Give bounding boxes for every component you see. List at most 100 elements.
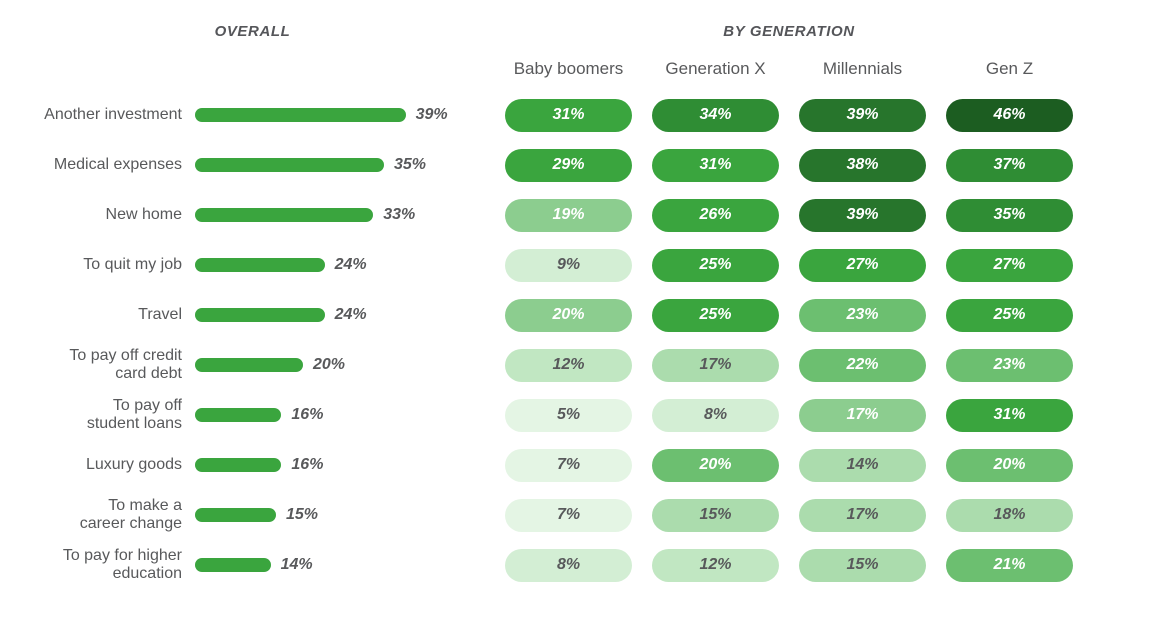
- generation-cell: 5%: [505, 398, 632, 432]
- overall-bar: [195, 408, 282, 422]
- overall-bar: [195, 508, 276, 522]
- generation-header: Millennials: [822, 59, 903, 78]
- generation-cell: 14%: [799, 448, 926, 482]
- generation-cell: 12%: [652, 548, 779, 582]
- generation-cell-wrap: 8%: [642, 398, 789, 432]
- overall-value: 24%: [334, 256, 367, 273]
- generation-cell-wrap: 20%: [495, 298, 642, 332]
- generation-cell: 39%: [799, 98, 926, 132]
- generation-cell-wrap: 12%: [495, 348, 642, 382]
- generation-cell: 29%: [505, 148, 632, 182]
- generation-cell: 19%: [505, 198, 632, 232]
- category-label: To make a career change: [79, 497, 182, 532]
- generation-cell-wrap: 17%: [789, 498, 936, 532]
- generation-header: Gen Z: [985, 59, 1034, 78]
- generation-cells: 8% 12% 15% 21%: [495, 548, 1083, 582]
- category-label: Travel: [138, 306, 182, 323]
- overall-bar-cell: 33%: [195, 206, 475, 224]
- generation-cells: 19% 26% 39% 35%: [495, 198, 1083, 232]
- chart-row: To pay for higher education 14% 8% 12% 15% 21…: [0, 540, 1160, 590]
- category-label: To quit my job: [83, 256, 182, 273]
- generation-cell: 17%: [652, 348, 779, 382]
- generation-cell: 39%: [799, 198, 926, 232]
- generation-cell-wrap: 25%: [936, 298, 1083, 332]
- generation-cell: 35%: [946, 198, 1073, 232]
- generation-cell-wrap: 15%: [789, 548, 936, 582]
- generation-cell: 7%: [505, 498, 632, 532]
- generation-cells: 5% 8% 17% 31%: [495, 398, 1083, 432]
- generation-cell: 25%: [652, 248, 779, 282]
- generation-cell: 23%: [946, 348, 1073, 382]
- generation-cell: 26%: [652, 198, 779, 232]
- generation-header: Generation X: [665, 59, 766, 78]
- chart-row: New home 33% 19% 26% 39% 35%: [0, 190, 1160, 240]
- chart-row: To make a career change 15% 7% 15% 17% 18%: [0, 490, 1160, 540]
- generation-cell: 9%: [505, 248, 632, 282]
- overall-value: 15%: [286, 506, 319, 523]
- generation-cell: 8%: [652, 398, 779, 432]
- generation-cell-wrap: 31%: [642, 148, 789, 182]
- generation-cells: 20% 25% 23% 25%: [495, 298, 1083, 332]
- overall-title: OVERALL: [214, 22, 291, 40]
- overall-bar-cell: 35%: [195, 156, 475, 174]
- generation-cell-wrap: 26%: [642, 198, 789, 232]
- generation-cell: 25%: [946, 298, 1073, 332]
- category-label: To pay for higher education: [62, 547, 182, 582]
- generation-cell-wrap: 25%: [642, 298, 789, 332]
- overall-value: 16%: [291, 456, 324, 473]
- section-titles: OVERALL BY GENERATION: [0, 14, 1160, 48]
- by-generation-title: BY GENERATION: [723, 22, 855, 40]
- generation-cell-wrap: 46%: [936, 98, 1083, 132]
- generation-cell-wrap: 23%: [936, 348, 1083, 382]
- generation-cell-wrap: 8%: [495, 548, 642, 582]
- generation-cell: 20%: [946, 448, 1073, 482]
- chart-row: To pay off credit card debt 20% 12% 17% 22% 2…: [0, 340, 1160, 390]
- overall-value: 14%: [280, 556, 313, 573]
- generation-cell: 8%: [505, 548, 632, 582]
- overall-bar: [195, 208, 374, 222]
- generation-cell: 15%: [652, 498, 779, 532]
- generation-cell-wrap: 37%: [936, 148, 1083, 182]
- chart-row: Travel 24% 20% 25% 23% 25%: [0, 290, 1160, 340]
- overall-bar-cell: 16%: [195, 406, 475, 424]
- generation-cell-wrap: 7%: [495, 448, 642, 482]
- generation-cell-wrap: 29%: [495, 148, 642, 182]
- overall-bar-cell: 24%: [195, 306, 475, 324]
- generation-cell: 27%: [799, 248, 926, 282]
- category-label: To pay off credit card debt: [69, 347, 182, 382]
- generation-cell-wrap: 23%: [789, 298, 936, 332]
- overall-value: 35%: [394, 156, 427, 173]
- overall-bar-cell: 14%: [195, 556, 475, 574]
- generation-cell-wrap: 22%: [789, 348, 936, 382]
- overall-value: 16%: [291, 406, 324, 423]
- generation-cell: 20%: [652, 448, 779, 482]
- generation-cell: 31%: [652, 148, 779, 182]
- generation-cell-wrap: 27%: [936, 248, 1083, 282]
- generation-cell: 25%: [652, 298, 779, 332]
- chart-row: Another investment 39% 31% 34% 39% 46%: [0, 90, 1160, 140]
- generation-cell: 21%: [946, 548, 1073, 582]
- category-label: To pay off student loans: [86, 397, 182, 432]
- overall-bar-cell: 39%: [195, 106, 475, 124]
- generation-cell-wrap: 9%: [495, 248, 642, 282]
- overall-bar-cell: 16%: [195, 456, 475, 474]
- generation-headers: Baby boomers Generation X Millennials Gen Z: [495, 59, 1083, 79]
- generation-cells: 31% 34% 39% 46%: [495, 98, 1083, 132]
- generation-cell-wrap: 5%: [495, 398, 642, 432]
- generation-cell: 18%: [946, 498, 1073, 532]
- generation-cell-wrap: 27%: [789, 248, 936, 282]
- generation-header: Baby boomers: [513, 59, 624, 78]
- generation-cell-wrap: 35%: [936, 198, 1083, 232]
- generation-cells: 7% 20% 14% 20%: [495, 448, 1083, 482]
- overall-bar: [195, 158, 384, 172]
- generation-cell: 23%: [799, 298, 926, 332]
- generation-cell: 17%: [799, 398, 926, 432]
- generation-cell-wrap: 38%: [789, 148, 936, 182]
- overall-value: 33%: [383, 206, 416, 223]
- generation-cell-wrap: 19%: [495, 198, 642, 232]
- generation-cell: 37%: [946, 148, 1073, 182]
- category-label: Another investment: [44, 106, 182, 123]
- chart-row: To pay off student loans 16% 5% 8% 17% 31%: [0, 390, 1160, 440]
- chart-row: To quit my job 24% 9% 25% 27% 27%: [0, 240, 1160, 290]
